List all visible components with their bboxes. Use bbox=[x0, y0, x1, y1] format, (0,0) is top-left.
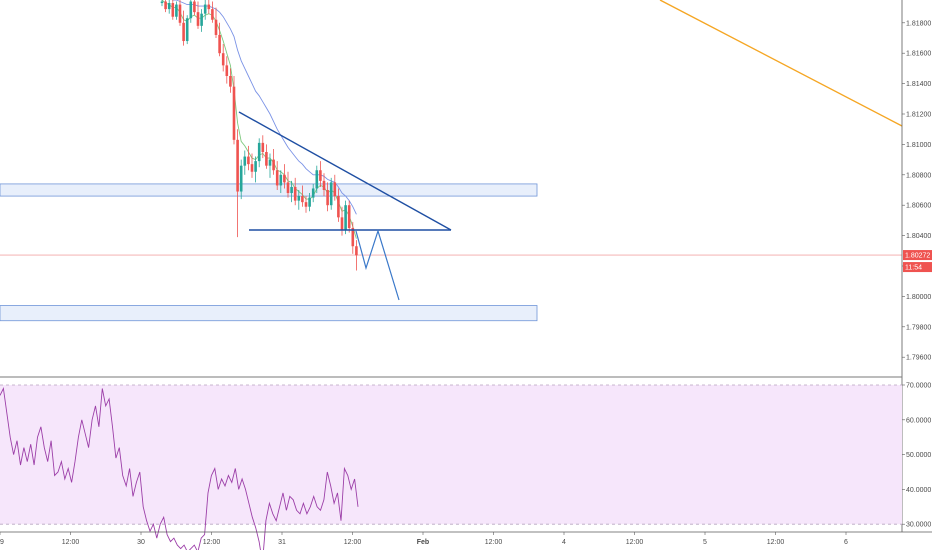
candle-body[interactable] bbox=[167, 3, 171, 10]
orange-trendline[interactable] bbox=[659, 0, 903, 127]
candle-body[interactable] bbox=[279, 174, 283, 186]
candle-body[interactable] bbox=[322, 180, 326, 190]
x-tick-label: 9 bbox=[0, 539, 4, 546]
candle-body[interactable] bbox=[200, 13, 203, 26]
last-price-badge bbox=[903, 250, 932, 261]
candle-body[interactable] bbox=[236, 139, 239, 192]
candle-body[interactable] bbox=[182, 22, 185, 42]
rsi-tick-label: 70.0000 bbox=[906, 383, 931, 390]
rsi-band bbox=[0, 385, 902, 525]
candle-body[interactable] bbox=[193, 1, 196, 13]
rsi-tick-label: 40.0000 bbox=[906, 487, 931, 494]
projection-path[interactable] bbox=[355, 228, 400, 301]
candle-body[interactable] bbox=[239, 165, 243, 192]
candle-body[interactable] bbox=[315, 170, 319, 189]
y-axis-area bbox=[902, 0, 932, 550]
y-tick-label: 1.81600 bbox=[906, 51, 931, 58]
candle-body[interactable] bbox=[175, 4, 178, 17]
candle-body[interactable] bbox=[283, 174, 286, 183]
x-tick-label: 31 bbox=[278, 539, 286, 546]
candle-body[interactable] bbox=[293, 186, 297, 201]
y-tick-label: 1.80400 bbox=[906, 233, 931, 240]
candle-body[interactable] bbox=[261, 142, 265, 152]
candle-body[interactable] bbox=[203, 4, 207, 14]
candle-body[interactable] bbox=[286, 182, 290, 194]
candle-body[interactable] bbox=[207, 4, 211, 10]
candle-body[interactable] bbox=[326, 190, 329, 206]
y-tick-label: 1.81400 bbox=[906, 81, 931, 88]
candle-body[interactable] bbox=[265, 152, 268, 166]
candle-body[interactable] bbox=[250, 164, 254, 172]
candle-body[interactable] bbox=[351, 228, 355, 247]
x-tick-label: 30 bbox=[137, 539, 145, 546]
candle-body[interactable] bbox=[214, 19, 218, 35]
x-tick-label: 12:00 bbox=[485, 539, 503, 546]
candle-body[interactable] bbox=[196, 12, 200, 26]
candle-body[interactable] bbox=[308, 197, 311, 207]
candle-body[interactable] bbox=[254, 161, 257, 172]
x-tick-label: 12:00 bbox=[203, 539, 221, 546]
x-tick-label: 4 bbox=[562, 539, 566, 546]
candle-body[interactable] bbox=[344, 205, 347, 230]
x-tick-label: 5 bbox=[703, 539, 707, 546]
rsi-tick-label: 50.0000 bbox=[906, 452, 931, 459]
y-tick-label: 1.80800 bbox=[906, 172, 931, 179]
triangle-upper-line[interactable] bbox=[238, 111, 452, 231]
candle-body[interactable] bbox=[355, 246, 358, 256]
candle-body[interactable] bbox=[229, 76, 232, 87]
candle-body[interactable] bbox=[185, 18, 189, 42]
candle-body[interactable] bbox=[337, 196, 340, 218]
countdown-label: 11:54 bbox=[905, 265, 922, 272]
y-tick-label: 1.79600 bbox=[906, 355, 931, 362]
last-price-label: 1.80272 bbox=[905, 253, 930, 260]
sr-zone-2[interactable] bbox=[0, 305, 538, 322]
candle-body[interactable] bbox=[247, 156, 250, 165]
candle-body[interactable] bbox=[178, 4, 182, 23]
y-tick-label: 1.81800 bbox=[906, 20, 931, 27]
x-tick-label: 12:00 bbox=[767, 539, 785, 546]
candle-body[interactable] bbox=[275, 170, 279, 186]
candle-body[interactable] bbox=[218, 34, 221, 54]
candle-body[interactable] bbox=[268, 159, 272, 166]
candle-body[interactable] bbox=[319, 170, 322, 181]
y-tick-label: 1.81000 bbox=[906, 142, 931, 149]
rsi-line bbox=[0, 386, 359, 550]
x-tick-label: 12:00 bbox=[626, 539, 644, 546]
candle-body[interactable] bbox=[301, 196, 304, 203]
sr-zone-1[interactable] bbox=[0, 183, 538, 197]
y-tick-label: 1.80000 bbox=[906, 294, 931, 301]
y-tick-label: 1.81200 bbox=[906, 112, 931, 119]
rsi-tick-label: 60.0000 bbox=[906, 417, 931, 424]
candle-body[interactable] bbox=[160, 1, 164, 4]
candle-body[interactable] bbox=[221, 53, 225, 66]
candle-body[interactable] bbox=[304, 202, 308, 207]
candle-body[interactable] bbox=[189, 1, 193, 19]
candle-body[interactable] bbox=[329, 182, 333, 206]
x-tick-label: 12:00 bbox=[62, 539, 80, 546]
countdown-badge bbox=[903, 262, 932, 273]
candle-body[interactable] bbox=[272, 159, 275, 171]
candle-body[interactable] bbox=[333, 182, 337, 197]
x-tick-label: 6 bbox=[844, 539, 848, 546]
x-tick-label: 12:00 bbox=[344, 539, 362, 546]
candle-body[interactable] bbox=[290, 186, 293, 194]
candle-body[interactable] bbox=[243, 156, 247, 166]
candle-body[interactable] bbox=[311, 188, 315, 198]
x-tick-label: Feb bbox=[417, 539, 429, 546]
candle-body[interactable] bbox=[347, 205, 351, 228]
candle-body[interactable] bbox=[211, 9, 214, 20]
candle-body[interactable] bbox=[225, 65, 229, 76]
y-tick-label: 1.80600 bbox=[906, 203, 931, 210]
candle-body[interactable] bbox=[232, 86, 236, 140]
rsi-tick-label: 30.0000 bbox=[906, 522, 931, 529]
candle-body[interactable] bbox=[257, 142, 261, 162]
candle-body[interactable] bbox=[340, 217, 344, 230]
candle-body[interactable] bbox=[171, 3, 175, 17]
y-tick-label: 1.79800 bbox=[906, 324, 931, 331]
candle-body[interactable] bbox=[164, 1, 167, 10]
candle-body[interactable] bbox=[297, 196, 301, 201]
